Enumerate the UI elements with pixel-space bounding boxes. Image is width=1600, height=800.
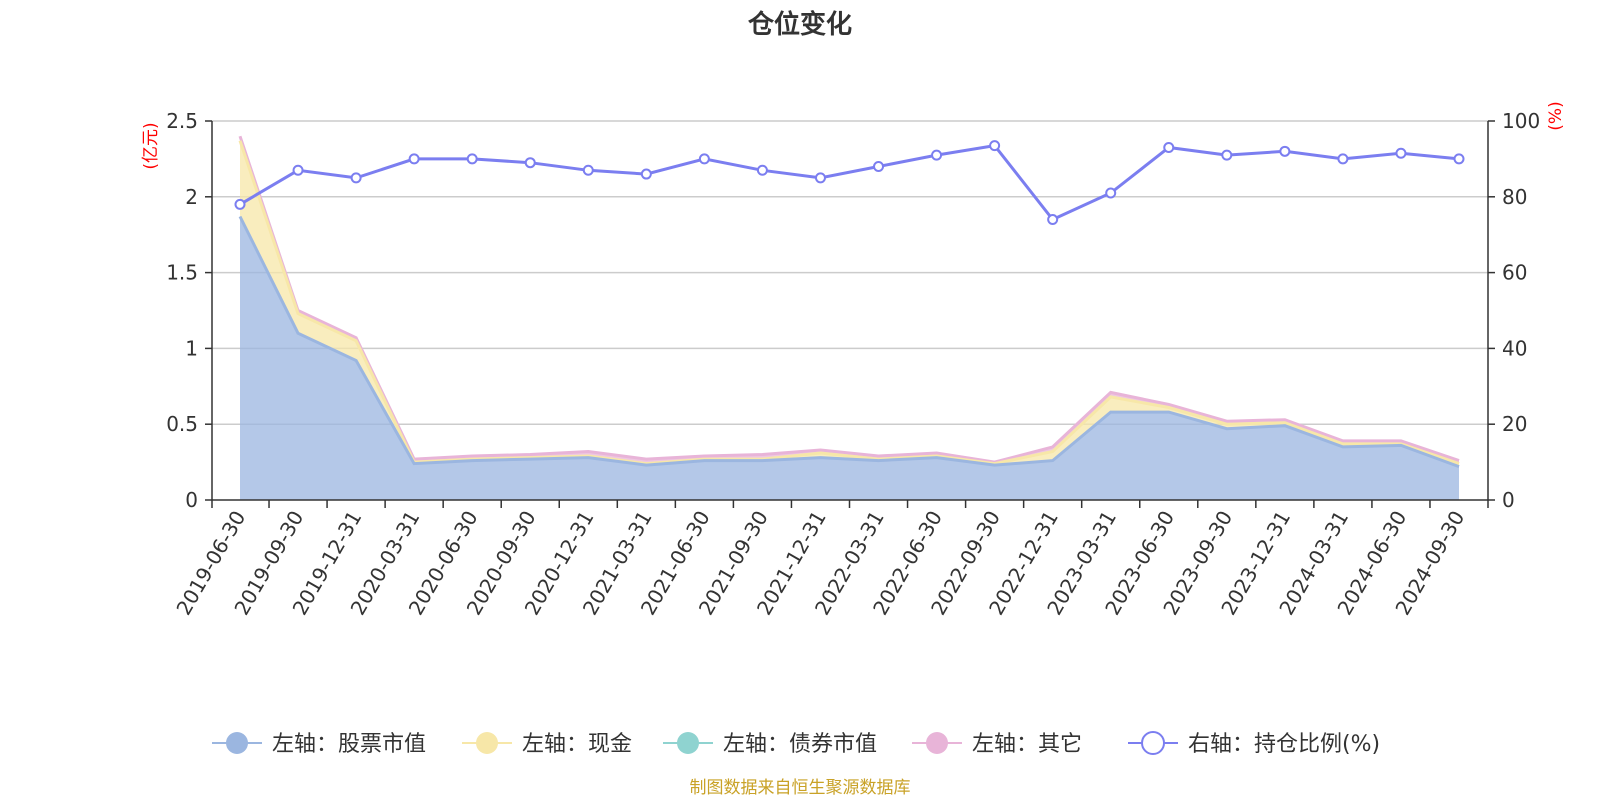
ratio-point <box>408 153 420 165</box>
right-axis-tick-label: 80 <box>1502 185 1527 209</box>
ratio-point <box>1221 149 1233 161</box>
ratio-point <box>931 149 943 161</box>
area-edge-3 <box>238 135 1460 464</box>
ratio-point <box>1453 153 1465 165</box>
ratio-point <box>989 140 1001 152</box>
legend-label: 右轴：持仓比例(%) <box>1188 732 1380 757</box>
legend-marker <box>677 732 699 754</box>
ratio-point <box>234 198 246 210</box>
ratio-point <box>1047 214 1059 226</box>
area-1 <box>240 140 1459 467</box>
right-axis-tick-label: 20 <box>1502 412 1527 436</box>
ratio-point <box>350 172 362 184</box>
area-3 <box>240 136 1459 464</box>
area-0 <box>240 216 1459 500</box>
ratio-point <box>640 168 652 180</box>
ratio-point <box>524 157 536 169</box>
right-axis-tick-label: 40 <box>1502 336 1527 360</box>
legend: 左轴：股票市值 左轴：现金 左轴：债券市值 左轴：其它 右轴：持仓比例(%) <box>212 731 1380 757</box>
right-axis-tick-label: 0 <box>1502 488 1515 512</box>
area-edge-0 <box>238 215 1460 469</box>
ratio-point <box>292 164 304 176</box>
left-axis-tick-label: 1.5 <box>166 261 198 285</box>
right-axis-unit: (%) <box>1546 101 1566 130</box>
ratio-point <box>1337 153 1349 165</box>
legend-label: 左轴：其它 <box>972 732 1082 757</box>
left-axis-tick-label: 2.5 <box>166 109 198 133</box>
legend-marker <box>476 732 498 754</box>
ratio-point <box>1395 147 1407 159</box>
ratio-line <box>239 143 1460 222</box>
chart-title: 仓位变化 <box>747 9 852 40</box>
area-edge-1 <box>238 140 1460 466</box>
source-note: 制图数据来自恒生聚源数据库 <box>690 778 911 798</box>
axes: 0 00.5 201 401.5 602 802.5 1002019-06-302019-0… <box>166 109 1540 619</box>
ratio-point <box>1279 145 1291 157</box>
left-axis-unit: (亿元) <box>141 122 161 169</box>
ratio-point <box>873 160 885 172</box>
grid <box>212 120 1488 425</box>
ratio-point <box>1105 187 1117 199</box>
right-axis-tick-label: 100 <box>1502 109 1540 133</box>
left-axis-tick-label: 0.5 <box>166 412 198 436</box>
ratio-point <box>814 172 826 184</box>
ratio-point <box>466 153 478 165</box>
legend-marker <box>926 732 948 754</box>
left-axis-tick-label: 0 <box>185 488 198 512</box>
ratio-line-series <box>234 140 1465 226</box>
legend-label: 左轴：债券市值 <box>723 732 877 757</box>
ratio-point <box>698 153 710 165</box>
area-series <box>238 135 1460 500</box>
legend-marker <box>226 732 248 754</box>
right-axis-tick-label: 60 <box>1502 261 1527 285</box>
legend-label: 左轴：现金 <box>522 732 632 757</box>
ratio-point <box>582 164 594 176</box>
ratio-point <box>756 164 768 176</box>
legend-marker <box>1141 731 1165 755</box>
left-axis-tick-label: 1 <box>185 336 198 360</box>
ratio-point <box>1163 142 1175 154</box>
legend-label: 左轴：股票市值 <box>272 732 426 757</box>
left-axis-tick-label: 2 <box>185 185 198 209</box>
